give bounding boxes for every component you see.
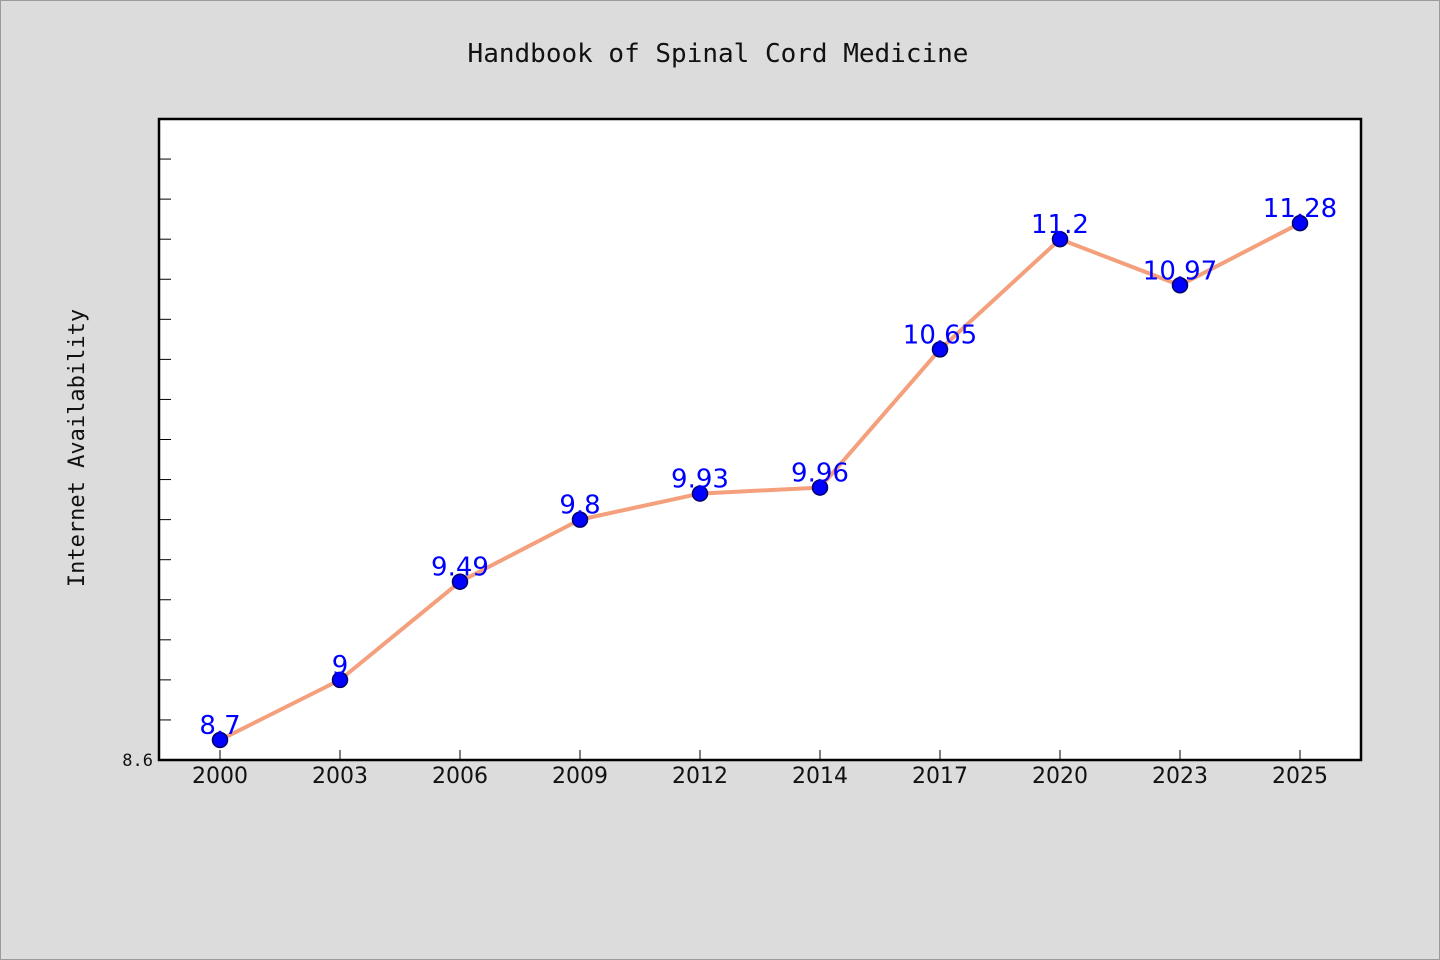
- x-tick-label: 2020: [1032, 764, 1088, 789]
- data-point: [1171, 277, 1189, 294]
- series-line: [219, 221, 1301, 742]
- x-tick-label: 2009: [552, 764, 608, 789]
- data-label: 9.8: [559, 491, 600, 521]
- data-label: 10.97: [1143, 256, 1217, 286]
- x-tick-label: 2000: [192, 764, 248, 789]
- data-point: [811, 479, 829, 496]
- data-label: 8.7: [199, 711, 240, 741]
- x-tick-label: 2014: [792, 764, 848, 789]
- x-axis-ticks: 2000 2003 2006 2009 2012 2014 2017 2020 2023 2025: [192, 750, 1328, 789]
- data-point: [931, 341, 949, 358]
- x-tick-label: 2003: [312, 764, 368, 789]
- data-point: [1291, 214, 1309, 232]
- plot-area: [157, 117, 1363, 762]
- x-tick-label: 2012: [672, 764, 728, 789]
- data-label: 9: [332, 651, 349, 681]
- y-axis-label: Internet Availability: [65, 309, 90, 587]
- data-label: 9.49: [431, 553, 489, 583]
- y-axis-ticks: 8.6: [122, 118, 171, 771]
- x-tick-label: 2006: [432, 764, 488, 789]
- series-group: [211, 214, 1309, 749]
- data-point: [691, 485, 709, 502]
- chart-title: Handbook of Spinal Cord Medicine: [468, 39, 969, 69]
- data-labels-group: 8.7 9 9.49 9.8 9.93 9.96 10.65 11.2 10.97 11.28: [199, 194, 1337, 741]
- data-label: 11.28: [1263, 194, 1337, 224]
- data-label: 9.93: [671, 465, 729, 495]
- data-point: [571, 511, 589, 528]
- data-point: [1051, 230, 1069, 248]
- x-tick-label: 2023: [1152, 764, 1208, 789]
- data-label: 11.2: [1031, 210, 1089, 240]
- y-tick-label: 8.6: [122, 751, 153, 771]
- data-point: [211, 731, 229, 749]
- x-tick-label: 2017: [912, 764, 968, 789]
- x-tick-label: 2025: [1272, 764, 1328, 789]
- data-label: 10.65: [903, 320, 977, 350]
- data-label: 9.96: [791, 459, 849, 489]
- data-point: [331, 671, 349, 689]
- data-point: [451, 573, 469, 590]
